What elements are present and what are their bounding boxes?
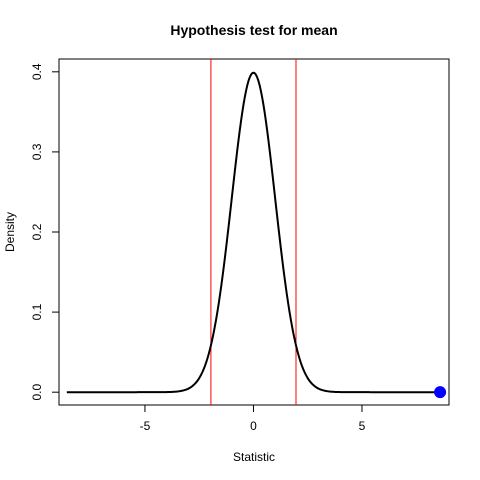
y-tick-label: 0.0	[30, 384, 44, 401]
y-tick-label: 0.3	[30, 143, 44, 160]
y-tick-label: 0.2	[30, 223, 44, 240]
y-axis-label: Density	[3, 212, 17, 252]
y-tick-label: 0.1	[30, 303, 44, 320]
x-tick-label: 0	[250, 419, 257, 433]
observed-statistic-point	[434, 386, 447, 399]
y-tick-label: 0.4	[30, 63, 44, 80]
chart-title: Hypothesis test for mean	[170, 22, 337, 38]
density-curve	[66, 71, 441, 394]
x-tick-label: 5	[359, 419, 366, 433]
x-tick-label: -5	[140, 419, 151, 433]
x-axis-label: Statistic	[233, 450, 275, 464]
